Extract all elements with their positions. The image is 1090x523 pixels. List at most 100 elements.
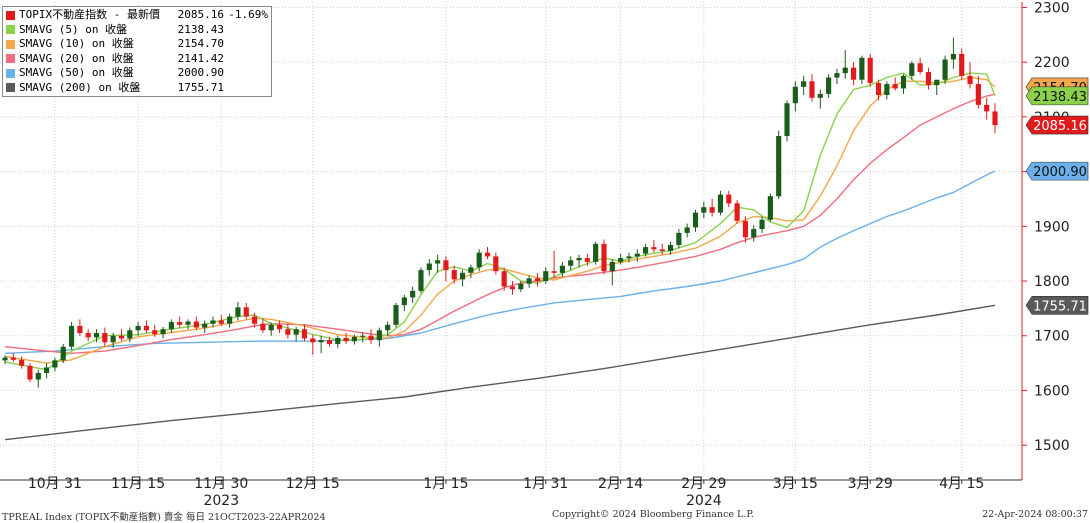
candle-body (476, 252, 482, 268)
candle-body (435, 260, 441, 264)
candle-body (676, 232, 682, 245)
candle-body (218, 320, 224, 324)
legend-value: 2000.90 (177, 66, 224, 79)
candle-body (892, 84, 898, 89)
legend-row-sma5: SMAVG (5) on 收盤 2138.43 (6, 23, 268, 38)
candle-body (77, 325, 83, 334)
candle (393, 302, 399, 328)
candle (368, 329, 374, 344)
candle (293, 326, 299, 342)
candle-body (210, 320, 216, 324)
last-value-tag: 2085.16 (1025, 115, 1089, 135)
candle-body (751, 229, 757, 238)
candle (626, 252, 632, 263)
candle-body (310, 338, 316, 343)
legend-row-sma20: SMAVG (20) on 收盤 2141.42 (6, 52, 268, 67)
candle (260, 318, 266, 334)
candle (934, 79, 940, 96)
series-line-smavg-5- (4, 72, 996, 371)
candle (992, 103, 998, 134)
candle-body (459, 272, 466, 280)
x-tick-label: 3月 15 (773, 476, 818, 492)
candle-body (609, 261, 615, 272)
candle-body (809, 81, 815, 98)
candle-body (568, 260, 574, 266)
candle (651, 240, 657, 253)
candle-body (376, 330, 382, 341)
last-value-tag: 2000.90 (1025, 161, 1089, 181)
candle-body (509, 286, 516, 290)
legend-label: SMAVG (200) on 收盤 (19, 80, 141, 94)
candle-body (301, 329, 308, 339)
candle-body (975, 84, 981, 105)
legend-row-price: TOPIX不動産指数 - 最新價 2085.16 -1.69% (6, 8, 268, 23)
footer-copyright: Copyright© 2024 Bloomberg Finance L.P. (552, 509, 754, 520)
candle (110, 333, 116, 348)
candle-body (925, 72, 932, 86)
candle-body (867, 57, 873, 83)
candle (726, 190, 732, 208)
candle (593, 241, 599, 265)
candle (44, 363, 50, 379)
candle-body (917, 63, 923, 73)
candle-body (601, 243, 607, 272)
candle (60, 343, 66, 364)
candle (476, 249, 482, 272)
candle (942, 55, 948, 85)
candle (118, 329, 125, 342)
candle (984, 97, 990, 120)
candle (551, 250, 557, 279)
candle (351, 334, 357, 345)
series-line-smavg-200- (4, 304, 996, 441)
candle-body (518, 283, 524, 290)
candle (501, 267, 507, 291)
candle (842, 50, 848, 79)
candle (19, 356, 25, 369)
candle (518, 281, 524, 292)
candle-body (368, 335, 374, 341)
footer-security-info: TPREAL Index (TOPIX不動産指數) 賣金 每日 21OCT202… (2, 512, 326, 523)
candle (160, 326, 166, 339)
candle-body (967, 75, 973, 85)
legend-row-sma200: SMAVG (200) on 收盤 1755.71 (6, 81, 268, 96)
candle-body (526, 278, 532, 284)
candle (967, 62, 973, 89)
candle-body (401, 297, 407, 306)
legend-swatch-icon (6, 68, 15, 78)
candle (959, 48, 965, 80)
candle-body (992, 111, 998, 126)
candle (68, 322, 75, 350)
candle-body (110, 335, 116, 343)
candle-body (559, 265, 565, 273)
candle (526, 275, 532, 288)
candle-body (484, 252, 491, 257)
candle-body (817, 93, 823, 98)
candle-body (268, 324, 274, 331)
candle-body (351, 336, 357, 342)
candle-body (326, 340, 333, 344)
candle (667, 241, 674, 255)
candle (543, 267, 549, 284)
candle-body (260, 323, 266, 331)
candle-body (10, 357, 16, 360)
candle (401, 294, 407, 312)
candle-body (626, 256, 632, 259)
candle (235, 301, 241, 321)
candle (85, 329, 91, 342)
candle-body (959, 53, 965, 76)
candle-body (850, 67, 857, 80)
candle (468, 264, 474, 279)
candle-body (651, 247, 657, 250)
candle-body (742, 220, 748, 238)
candle (102, 327, 108, 347)
candle-body (2, 357, 8, 361)
candle (2, 355, 8, 365)
candle-body (618, 258, 624, 262)
candle (135, 322, 141, 336)
candle-body (27, 365, 33, 380)
last-value-tag-label: 1755.71 (1033, 299, 1087, 314)
candle-body (318, 340, 324, 343)
candle (143, 320, 150, 334)
legend-row-sma50: SMAVG (50) on 收盤 2000.90 (6, 66, 268, 81)
candle (243, 302, 249, 320)
